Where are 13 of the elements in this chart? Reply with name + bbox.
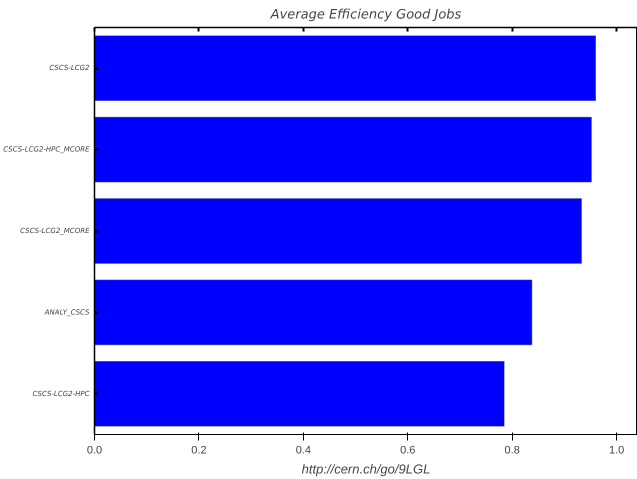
- x-axis-title: http://cern.ch/go/9LGL: [302, 462, 430, 476]
- chart-title: Average Efficiency Good Jobs: [270, 8, 462, 22]
- bar: [94, 116, 592, 182]
- x-tick-label: 0.8: [504, 444, 520, 456]
- bar: [94, 360, 505, 427]
- x-tick-label: 0.6: [400, 444, 416, 456]
- bar: [94, 35, 596, 102]
- bar: [94, 280, 532, 346]
- bar: [94, 198, 582, 264]
- x-tick-label: 0.2: [191, 444, 207, 456]
- x-tick-label: 1.0: [608, 444, 624, 456]
- x-tick-label: 0.4: [296, 444, 311, 456]
- x-tick-label: 0.0: [86, 444, 102, 456]
